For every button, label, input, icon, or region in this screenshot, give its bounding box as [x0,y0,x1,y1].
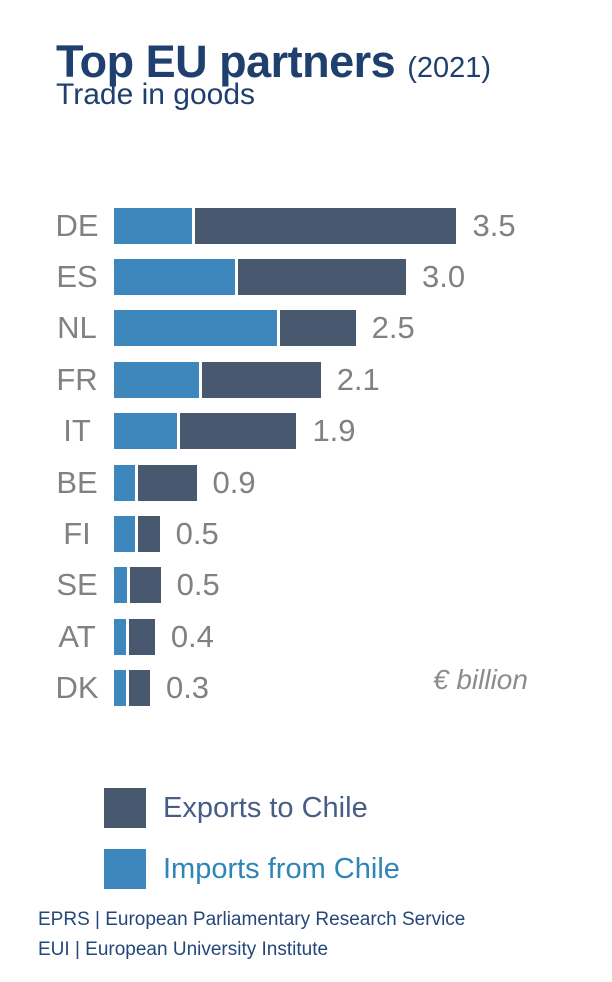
total-value-label: 0.5 [176,567,220,603]
total-value-label: 2.5 [371,310,415,346]
country-label: FI [63,516,91,552]
imports-color-swatch [104,849,146,889]
page-subtitle: Trade in goods [56,78,256,111]
exports-bar-segment [128,618,155,655]
exports-bar-segment [202,361,321,398]
bar-row: FR 2.1 [40,354,516,405]
exports-color-swatch [104,788,146,828]
imports-bar-segment [114,207,192,244]
imports-bar-segment [114,310,277,347]
stacked-bar-chart: DE 3.5 ES 3.0 NL 2.5 FR 2.1 IT 1.9 BE 0.9 FI 0.5 SE 0.5… [40,200,516,714]
exports-bar-segment [238,259,407,296]
country-label: DK [55,670,99,706]
bar-row: DK 0.3 [40,663,516,714]
page-title-year: (2021) [407,52,492,85]
bar-row: SE 0.5 [40,560,516,611]
legend-label-imports: Imports from Chile [163,852,400,885]
country-label: ES [56,259,98,295]
country-label: NL [57,310,97,346]
total-value-label: 3.5 [472,207,516,243]
bar-row: BE 0.9 [40,457,516,508]
total-value-label: 0.3 [165,670,210,706]
imports-bar-segment [114,670,126,707]
exports-bar-segment [128,670,150,707]
chart-legend: Exports to Chile Imports from Chile [104,788,400,910]
country-label: DE [55,207,99,243]
total-value-label: 0.9 [212,464,256,500]
imports-bar-segment [114,361,200,398]
country-label: BE [56,464,98,500]
country-label: IT [63,413,91,449]
footer-line-eui: EUI | European University Institute [38,939,329,960]
imports-bar-segment [114,413,178,450]
page-title-text: Top EU partners [56,36,396,88]
exports-bar-segment [180,413,297,450]
country-label: SE [56,567,98,603]
unit-label: € billion [433,664,528,695]
legend-item-exports: Exports to Chile [104,788,400,828]
country-label: AT [58,618,96,654]
exports-bar-segment [194,207,457,244]
imports-bar-segment [114,516,136,553]
bar-row: FI 0.5 [40,508,516,559]
bar-row: DE 3.5 [40,200,516,251]
exports-bar-segment [138,464,197,501]
legend-label-exports: Exports to Chile [163,791,368,824]
exports-bar-segment [138,516,160,553]
bar-row: ES 3.0 [40,251,516,302]
footer-line-eprs: EPRS | European Parliamentary Research S… [38,909,466,930]
page-title: Top EU partners (2021) [56,36,491,88]
legend-item-imports: Imports from Chile [104,849,400,889]
total-value-label: 0.4 [170,618,214,654]
country-label: FR [56,361,98,397]
chart-rows: DE 3.5 ES 3.0 NL 2.5 FR 2.1 IT 1.9 BE 0.9 FI 0.5 SE 0.5… [40,200,516,714]
bar-row: AT 0.4 [40,611,516,662]
footer: EPRS | European Parliamentary Research S… [38,905,465,965]
total-value-label: 1.9 [312,413,356,449]
total-value-label: 3.0 [422,259,466,295]
total-value-label: 0.5 [175,516,219,552]
imports-bar-segment [114,464,136,501]
bar-row: IT 1.9 [40,406,516,457]
imports-bar-segment [114,259,236,296]
exports-bar-segment [129,567,161,604]
bar-row: NL 2.5 [40,303,516,354]
imports-bar-segment [114,618,126,655]
exports-bar-segment [279,310,356,347]
imports-bar-segment [114,567,127,604]
total-value-label: 2.1 [336,361,380,397]
